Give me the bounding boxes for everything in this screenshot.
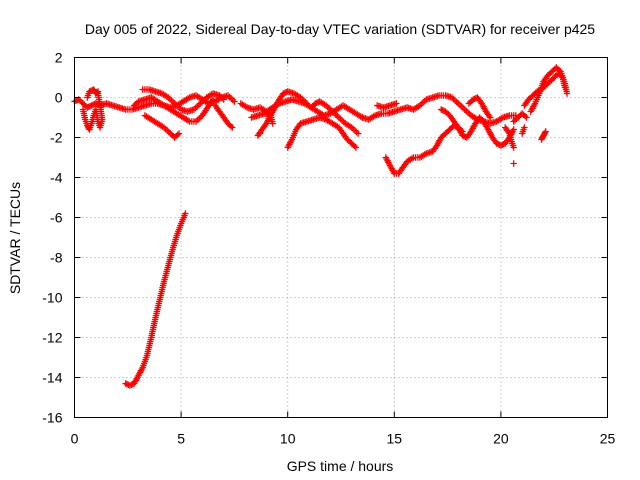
data-point <box>542 128 549 135</box>
data-point <box>510 160 517 167</box>
axis-ticks <box>74 57 608 418</box>
data-point <box>510 126 517 133</box>
x-axis-label: GPS time / hours <box>287 458 394 474</box>
y-tick-label: -8 <box>50 250 63 266</box>
data-point <box>86 88 93 95</box>
y-tick-label: -2 <box>50 130 63 146</box>
y-axis-label: SDTVAR / TECUs <box>7 182 23 294</box>
data-point <box>256 130 264 137</box>
data-point <box>219 95 226 102</box>
data-point <box>521 124 528 131</box>
x-tick-labels: 0 5 10 15 20 25 <box>71 431 616 447</box>
y-tick-label: 0 <box>55 90 63 106</box>
data-point <box>352 144 360 151</box>
x-tick-label: 15 <box>387 431 403 447</box>
data-point <box>312 100 319 107</box>
data-point <box>220 96 227 103</box>
data-point <box>209 96 217 103</box>
y-tick-labels: -16 -14 -12 -10 -8 -6 -4 -2 0 2 <box>42 50 62 426</box>
x-tick-label: 20 <box>493 431 509 447</box>
data-point <box>510 144 517 151</box>
data-point <box>523 114 530 121</box>
data-point <box>84 104 91 111</box>
data-point <box>459 132 466 139</box>
data-points <box>71 64 571 389</box>
data-point <box>497 142 505 149</box>
y-tick-label: -16 <box>42 410 62 426</box>
data-point <box>88 102 95 109</box>
data-point <box>393 100 400 107</box>
y-tick-label: -10 <box>42 290 62 306</box>
data-point <box>175 130 183 137</box>
data-point <box>229 124 236 131</box>
data-point <box>438 106 445 113</box>
data-point <box>303 100 311 107</box>
data-point <box>182 210 189 217</box>
x-tick-label: 10 <box>280 431 296 447</box>
data-point <box>93 89 101 96</box>
data-point <box>122 380 129 387</box>
data-point <box>94 88 102 95</box>
data-point <box>269 120 276 127</box>
data-point <box>354 130 362 137</box>
chart-title: Day 005 of 2022, Sidereal Day-to-day VTE… <box>85 21 595 37</box>
y-tick-label: -14 <box>42 370 62 386</box>
y-tick-label: 2 <box>55 50 63 66</box>
data-point <box>351 143 358 150</box>
data-point <box>521 113 529 120</box>
data-point <box>231 98 238 105</box>
plot-frame <box>74 57 608 418</box>
data-point <box>556 67 563 74</box>
x-tick-label: 5 <box>177 431 185 447</box>
y-tick-label: -12 <box>42 330 62 346</box>
data-point <box>487 114 494 121</box>
y-tick-label: -4 <box>50 170 63 186</box>
x-tick-label: 0 <box>71 431 79 447</box>
data-point <box>541 129 549 136</box>
data-point <box>563 90 571 97</box>
y-tick-label: -6 <box>50 210 63 226</box>
x-tick-label: 25 <box>600 431 616 447</box>
